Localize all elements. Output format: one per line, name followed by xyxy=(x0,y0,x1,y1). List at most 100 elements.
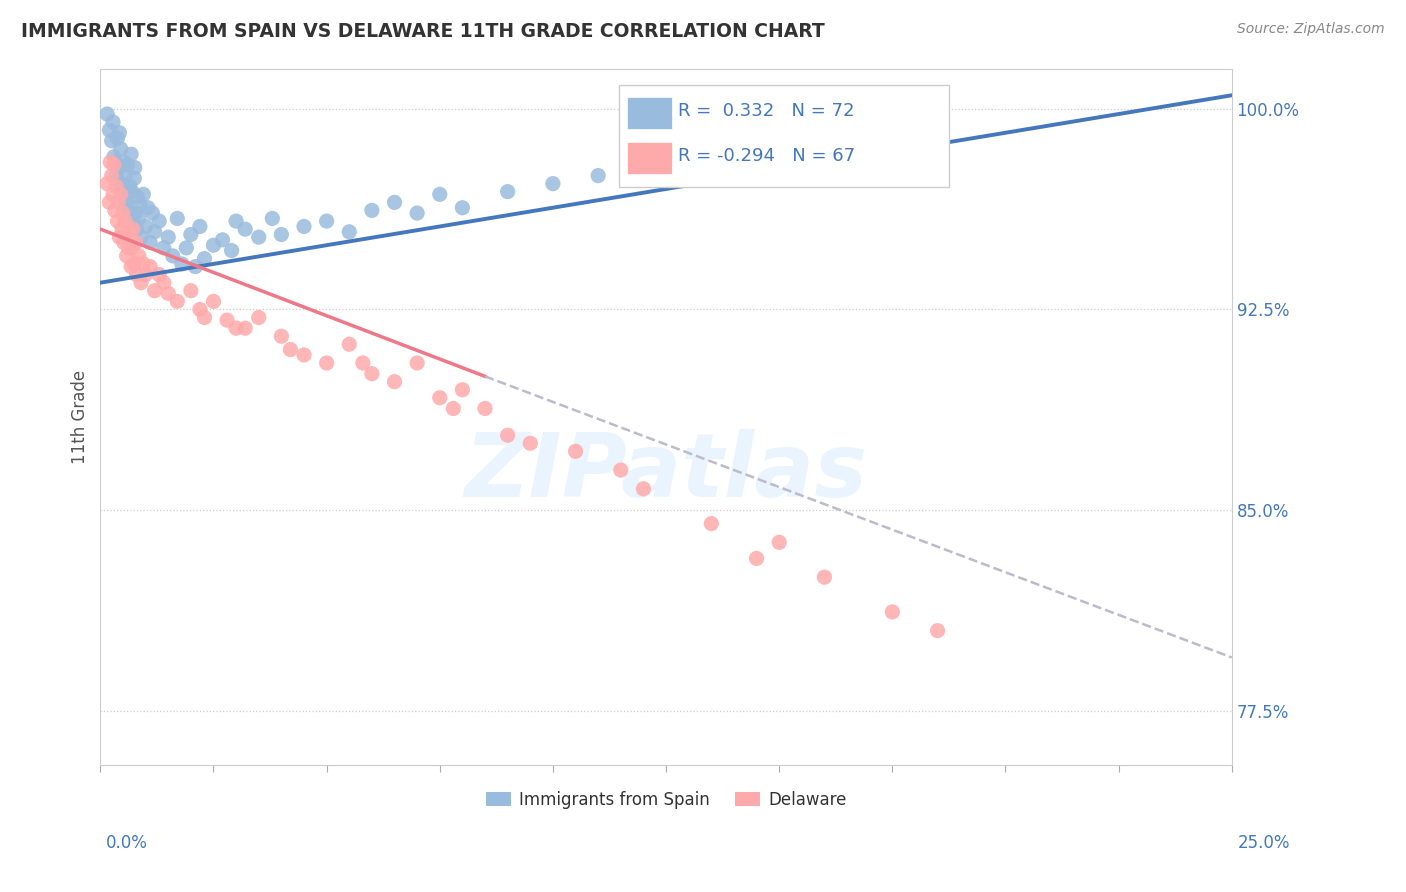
Point xyxy=(110,142,132,156)
Point xyxy=(143,284,166,298)
Point xyxy=(813,126,835,140)
Point xyxy=(118,179,141,194)
Point xyxy=(360,367,382,381)
Legend: Immigrants from Spain, Delaware: Immigrants from Spain, Delaware xyxy=(479,784,853,815)
Point xyxy=(143,225,166,239)
Point xyxy=(148,214,170,228)
Point xyxy=(111,222,134,236)
Point xyxy=(101,115,124,129)
Point xyxy=(152,241,174,255)
Point xyxy=(215,313,238,327)
Point xyxy=(120,147,142,161)
Point xyxy=(262,211,284,226)
Point xyxy=(112,155,135,169)
Point xyxy=(927,115,949,129)
Point xyxy=(315,214,337,228)
Point xyxy=(541,177,564,191)
Point xyxy=(180,284,202,298)
Point xyxy=(132,187,155,202)
Point xyxy=(270,227,292,242)
Point xyxy=(813,570,835,584)
Text: R =  0.332   N = 72: R = 0.332 N = 72 xyxy=(678,103,855,120)
Point xyxy=(124,235,146,250)
Point xyxy=(519,436,541,450)
Point xyxy=(474,401,496,416)
Point xyxy=(105,179,128,194)
Point xyxy=(107,214,129,228)
Point xyxy=(384,195,406,210)
Point xyxy=(406,356,429,370)
Point xyxy=(148,268,170,282)
Point xyxy=(139,235,162,250)
Point xyxy=(129,276,152,290)
Point xyxy=(176,241,198,255)
Point xyxy=(610,463,633,477)
Point xyxy=(124,257,146,271)
Point xyxy=(110,187,132,202)
Point xyxy=(125,222,148,236)
Point xyxy=(233,222,256,236)
Point xyxy=(121,241,143,255)
Point xyxy=(100,169,122,183)
Point xyxy=(496,428,519,442)
Point xyxy=(135,268,157,282)
Point xyxy=(152,276,174,290)
Point xyxy=(202,238,225,252)
Point xyxy=(98,195,121,210)
Point xyxy=(225,214,247,228)
Point xyxy=(104,203,127,218)
Y-axis label: 11th Grade: 11th Grade xyxy=(72,369,89,464)
Point xyxy=(162,249,184,263)
Point xyxy=(108,126,131,140)
Point xyxy=(117,241,139,255)
Point xyxy=(352,356,374,370)
Point xyxy=(115,195,138,210)
Point xyxy=(103,158,125,172)
Point xyxy=(98,155,121,169)
Point xyxy=(124,206,146,220)
Point xyxy=(451,201,474,215)
Point xyxy=(270,329,292,343)
Point xyxy=(496,185,519,199)
Point xyxy=(360,203,382,218)
Point xyxy=(139,260,162,274)
Text: 0.0%: 0.0% xyxy=(105,834,148,852)
Point xyxy=(170,257,193,271)
Point xyxy=(451,383,474,397)
Point xyxy=(441,401,464,416)
Point xyxy=(112,235,135,250)
Point xyxy=(927,624,949,638)
Point xyxy=(136,201,159,215)
Point xyxy=(188,219,211,234)
Point xyxy=(882,605,904,619)
Point xyxy=(129,198,152,212)
Point xyxy=(564,444,586,458)
Point xyxy=(120,260,142,274)
Point xyxy=(125,268,148,282)
Point xyxy=(586,169,609,183)
Point xyxy=(132,257,155,271)
Point xyxy=(107,195,129,210)
Point xyxy=(105,169,128,183)
Point xyxy=(292,348,315,362)
Point xyxy=(135,219,157,234)
Point xyxy=(128,211,150,226)
Point xyxy=(96,177,118,191)
Point xyxy=(166,294,188,309)
Point xyxy=(111,206,134,220)
Point xyxy=(188,302,211,317)
Point xyxy=(221,244,243,258)
Point xyxy=(406,206,429,220)
Point xyxy=(111,187,134,202)
Point xyxy=(384,375,406,389)
Point xyxy=(211,233,233,247)
Point xyxy=(337,337,360,351)
Point xyxy=(117,203,139,218)
Point xyxy=(247,310,270,325)
Text: 25.0%: 25.0% xyxy=(1239,834,1291,852)
Point xyxy=(315,356,337,370)
Point xyxy=(96,107,118,121)
Point xyxy=(107,131,129,145)
Point xyxy=(157,230,180,244)
Point xyxy=(114,214,136,228)
